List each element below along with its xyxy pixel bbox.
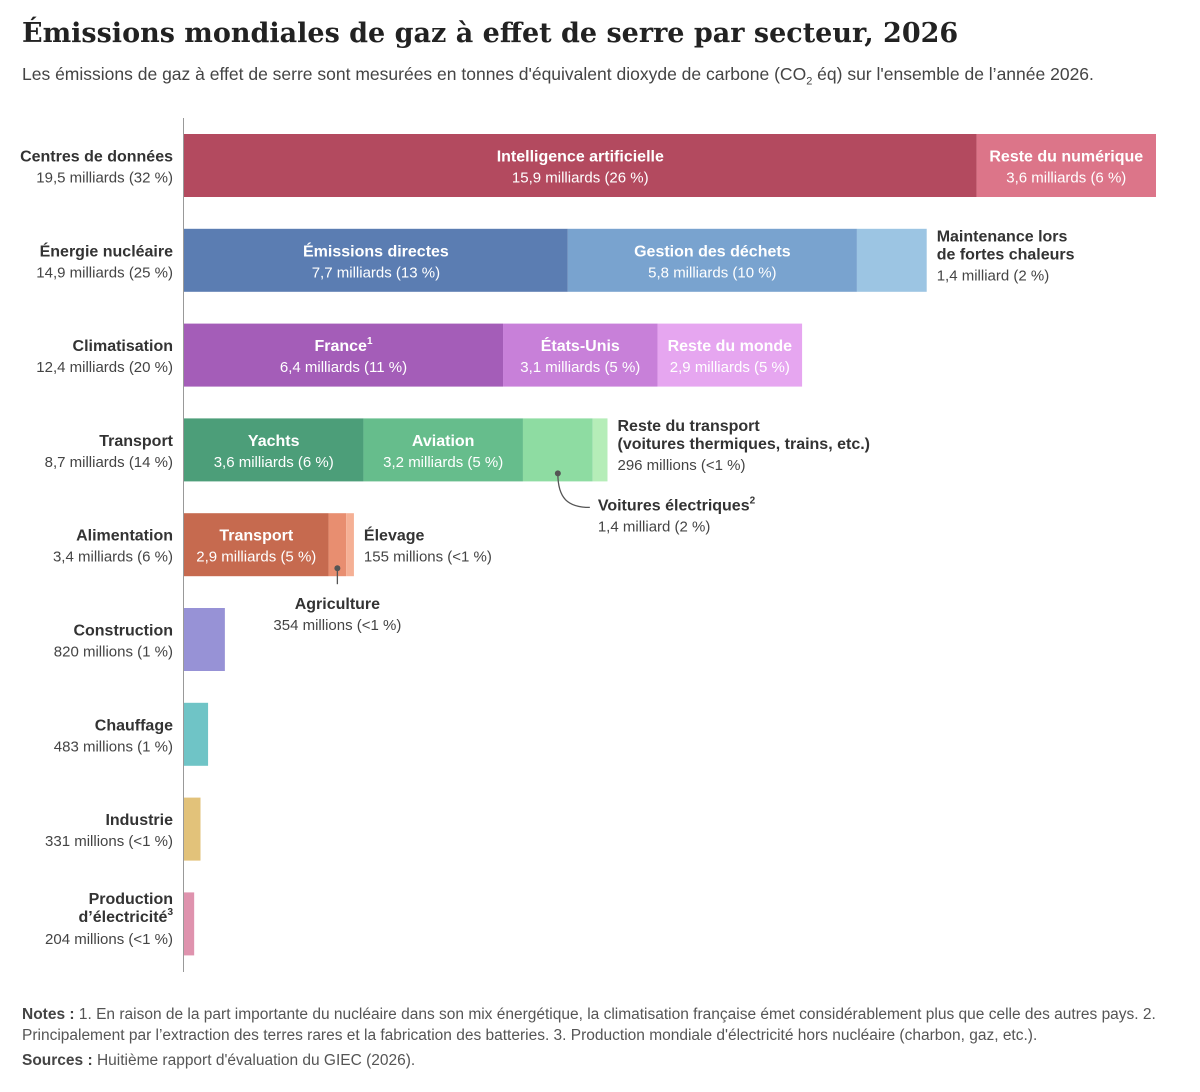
segment-value: 6,4 milliards (11 %): [280, 359, 407, 376]
segment-value: 3,6 milliards (6 %): [1006, 170, 1126, 187]
segment-value: 2,9 milliards (5 %): [196, 549, 316, 566]
sources-text: Huitième rapport d'évaluation du GIEC (2…: [92, 1052, 416, 1069]
category-label: Énergie nucléaire: [40, 241, 173, 260]
bar-segment: [184, 323, 504, 387]
bar-segment: [184, 418, 364, 482]
category-label: Construction: [73, 623, 173, 640]
segment-label: Voitures électriques2: [598, 495, 756, 514]
segment-value: 2,9 milliards (5 %): [670, 359, 790, 376]
segment-label: Yachts: [248, 433, 300, 450]
segment-label: Maintenance lors: [937, 228, 1068, 245]
category-value: 8,7 milliards (14 %): [45, 454, 173, 471]
category-label: Centres de données: [20, 149, 173, 166]
category-value: 12,4 milliards (20 %): [36, 359, 173, 376]
notes-lead: Notes :: [22, 1006, 75, 1023]
subtitle-text-end: éq) sur l'ensemble de l’année 2026.: [812, 64, 1094, 84]
segment-label: Reste du numérique: [989, 149, 1143, 166]
bar-segment: [184, 797, 201, 861]
bar-segment: [976, 134, 1156, 197]
segment-label: Transport: [219, 528, 293, 545]
category-label: Chauffage: [95, 717, 173, 734]
segment-label: France1: [314, 336, 372, 355]
bar-segment: [657, 323, 803, 387]
bar-segment: [184, 702, 209, 766]
bar-segment: [567, 228, 857, 292]
segment-value: 5,8 milliards (10 %): [648, 264, 776, 281]
segment-label: Agriculture: [295, 596, 380, 613]
segment-value: 15,9 milliards (26 %): [512, 170, 649, 187]
subtitle-text: Les émissions de gaz à effet de serre so…: [22, 64, 807, 84]
category-value: 331 millions (<1 %): [45, 833, 173, 850]
segment-label: (voitures thermiques, trains, etc.): [617, 436, 870, 453]
chart-sources: Sources : Huitième rapport d'évaluation …: [22, 1052, 415, 1070]
stacked-bar-chart: Centres de données 19,5 milliards (32 %) I…: [20, 118, 1156, 972]
bar-segment: [184, 228, 568, 292]
segment-label: Intelligence artificielle: [497, 149, 664, 166]
chart-notes: Notes : 1. En raison de la part importan…: [22, 1004, 1187, 1046]
chart-subtitle: Les émissions de gaz à effet de serre so…: [22, 64, 1094, 88]
segment-label: Reste du transport: [617, 418, 760, 435]
callout-line: [557, 473, 590, 509]
segment-value: 7,7 milliards (13 %): [312, 264, 440, 281]
segment-label-sup: 1: [367, 336, 373, 347]
category-label-sup: 3: [167, 907, 173, 918]
category-label: Production: [89, 891, 173, 908]
notes-text: 1. En raison de la part importante du nu…: [22, 1006, 1156, 1044]
bar-segment: [592, 418, 608, 482]
segment-value: 3,1 milliards (5 %): [520, 359, 640, 376]
category-value: 3,4 milliards (6 %): [53, 549, 173, 566]
segment-value: 3,2 milliards (5 %): [383, 454, 503, 471]
bar-segment: [346, 513, 354, 577]
category-label: Transport: [99, 433, 173, 450]
category-value: 14,9 milliards (25 %): [36, 264, 173, 281]
segment-label: États-Unis: [541, 336, 620, 355]
chart-title: Émissions mondiales de gaz à effet de se…: [22, 18, 959, 49]
segment-value: 3,6 milliards (6 %): [214, 454, 334, 471]
segment-value: 1,4 milliard (2 %): [598, 518, 711, 535]
segment-value: 1,4 milliard (2 %): [937, 267, 1050, 284]
category-value: 204 millions (<1 %): [45, 931, 173, 948]
segment-label: Reste du monde: [668, 338, 793, 355]
bar-segment: [184, 513, 329, 577]
segment-value: 354 millions (<1 %): [273, 617, 401, 634]
category-value: 19,5 milliards (32 %): [36, 170, 173, 187]
category-value: 820 millions (1 %): [54, 644, 173, 661]
category-label: d’électricité3: [79, 907, 174, 926]
bar-segment: [503, 323, 658, 387]
segment-label-sup: 2: [750, 495, 756, 506]
bar-segment: [856, 228, 927, 292]
segment-label: Gestion des déchets: [634, 243, 791, 260]
bar-segment: [328, 513, 347, 577]
segment-label: de fortes chaleurs: [937, 246, 1075, 263]
bar-segment: [184, 892, 195, 956]
bar-segment: [363, 418, 523, 482]
segment-label: Élevage: [364, 526, 425, 545]
category-label: Alimentation: [76, 528, 173, 545]
segment-label: Aviation: [412, 433, 475, 450]
segment-value: 155 millions (<1 %): [364, 549, 492, 566]
bar-segment: [184, 134, 977, 197]
segment-label: Émissions directes: [303, 241, 449, 260]
bar-segment: [184, 608, 225, 671]
segment-value: 296 millions (<1 %): [617, 457, 745, 474]
sources-lead: Sources :: [22, 1052, 93, 1069]
category-value: 483 millions (1 %): [54, 738, 173, 755]
subtitle-subscript: 2: [806, 75, 813, 88]
category-label: Industrie: [105, 812, 173, 829]
category-label: Climatisation: [73, 338, 173, 355]
